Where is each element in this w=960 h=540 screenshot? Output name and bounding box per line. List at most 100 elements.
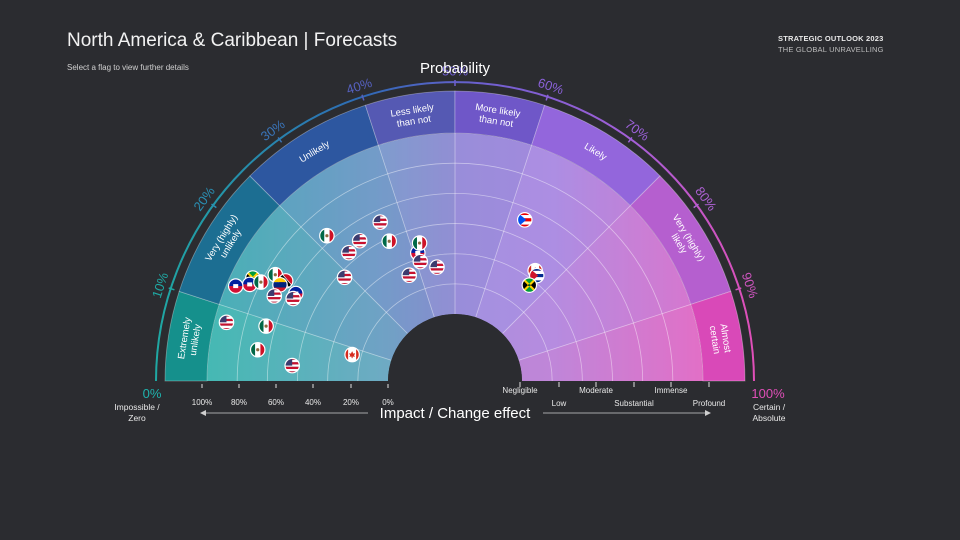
flag-image [344, 347, 360, 362]
page-subtitle: Select a flag to view further details [67, 63, 189, 72]
flag-marker-mexico[interactable] [411, 235, 428, 251]
impact-positive-label: Negligible [502, 386, 538, 395]
impact-positive-label: Profound [693, 399, 725, 408]
flag-image [267, 288, 282, 304]
band-divider [518, 303, 691, 361]
impact-negative-label: 60% [268, 398, 284, 407]
band-tint [455, 133, 532, 318]
flag-ring [218, 314, 235, 331]
flag-marker-united-states[interactable] [336, 269, 353, 286]
flag-marker-united-states[interactable] [429, 259, 445, 275]
probability-tick-label: 30% [258, 116, 288, 144]
probability-band [531, 104, 661, 207]
flag-marker-mexico[interactable] [381, 233, 398, 250]
flag-image [258, 318, 274, 334]
flag-image [272, 277, 288, 292]
flag-ring [429, 259, 445, 275]
flag-ring [249, 341, 266, 358]
probability-tick [211, 203, 217, 209]
flag-marker-united-states[interactable] [372, 214, 389, 230]
band-tint [502, 205, 691, 361]
flag-ring [412, 253, 429, 270]
probability-tick-label: 100% [751, 386, 785, 401]
flag-ring [336, 269, 353, 286]
flag-ring [372, 214, 389, 230]
probability-tick-label: 70% [622, 116, 652, 144]
band-divider [219, 303, 392, 361]
flag-marker-united-states[interactable] [218, 314, 235, 331]
impact-ring [327, 253, 583, 382]
impact-positive-label: Moderate [579, 386, 613, 395]
flag-marker-mexico[interactable] [249, 341, 266, 358]
flag-marker-united-states[interactable] [341, 244, 357, 261]
impact-negative-label: 80% [231, 398, 247, 407]
flag-ring [284, 357, 300, 374]
band-divider [502, 205, 631, 334]
impact-positive-label: Low [552, 399, 567, 408]
flag-image [382, 234, 397, 249]
band-tint [475, 145, 631, 334]
probability-tick [277, 137, 283, 143]
flag-marker-haiti[interactable] [227, 278, 244, 294]
brand-subtitle: THE GLOBAL UNRAVELLING [778, 45, 884, 54]
impact-axis-title: Impact / Change effect [380, 405, 531, 422]
flag-ring [341, 244, 357, 261]
probability-tick [545, 94, 549, 101]
flag-ring [521, 277, 538, 293]
impact-arrowhead-left [200, 410, 206, 416]
probability-band-label: Less likelythan not [390, 101, 437, 130]
flag-ring [253, 274, 269, 290]
flag-marker-puerto-rico[interactable] [516, 212, 533, 228]
flag-ring [319, 227, 335, 244]
probability-band [164, 290, 220, 382]
flag-image [228, 278, 243, 294]
impact-positive-label: Substantial [614, 399, 654, 408]
flag-marker-jamaica[interactable] [521, 277, 538, 293]
center-hole [388, 314, 522, 381]
flag-marker-united-states[interactable] [412, 253, 429, 270]
flag-marker-united-states[interactable] [351, 232, 368, 249]
impact-negative-label: 0% [382, 398, 394, 407]
flag-marker-united-states[interactable] [285, 290, 301, 307]
impact-negative-label: 20% [343, 398, 359, 407]
probability-tick [361, 94, 365, 101]
flag-image [242, 277, 257, 292]
probability-tick [735, 287, 742, 291]
brand-block: STRATEGIC OUTLOOK 2023 THE GLOBAL UNRAVE… [778, 34, 888, 54]
flag-image [402, 268, 417, 283]
flag-image [522, 277, 537, 293]
flag-marker-mexico[interactable] [253, 274, 269, 290]
probability-tick-label: 20% [190, 183, 218, 213]
flag-marker-mexico[interactable] [258, 318, 274, 334]
flag-marker-united-states[interactable] [266, 288, 283, 304]
page-title: North America & Caribbean | Forecasts [67, 30, 398, 51]
band-divider [475, 145, 533, 318]
impact-ring [297, 223, 613, 382]
flag-marker-united-states[interactable] [284, 357, 300, 374]
flag-image [341, 245, 357, 260]
flag-image [413, 254, 428, 269]
flag-ring [258, 318, 274, 334]
flag-ring [285, 290, 301, 307]
right-end-label: Certain / Absolute [752, 402, 785, 423]
probability-band-label: More likelythan not [473, 101, 522, 130]
band-divider [377, 145, 435, 318]
flag-ring [351, 232, 368, 249]
flag-marker-mexico[interactable] [319, 227, 335, 244]
flag-image [352, 233, 367, 248]
probability-tick [168, 287, 175, 291]
impact-ring [357, 283, 553, 382]
probability-band-label: Extremelyunlikely [176, 316, 204, 361]
flag-image [219, 315, 234, 330]
flag-image [253, 274, 269, 290]
left-end-label: Impossible / Zero [114, 402, 160, 423]
flag-marker-canada[interactable] [344, 346, 360, 363]
flag-marker-united-states[interactable] [401, 267, 418, 284]
band-tint [207, 304, 392, 381]
impact-positive-label: Immense [655, 386, 688, 395]
flag-ring [266, 288, 283, 304]
flag-ring [411, 235, 428, 251]
flag-ring [381, 233, 398, 250]
impact-negative-label: 100% [192, 398, 212, 407]
flag-image [373, 214, 388, 230]
